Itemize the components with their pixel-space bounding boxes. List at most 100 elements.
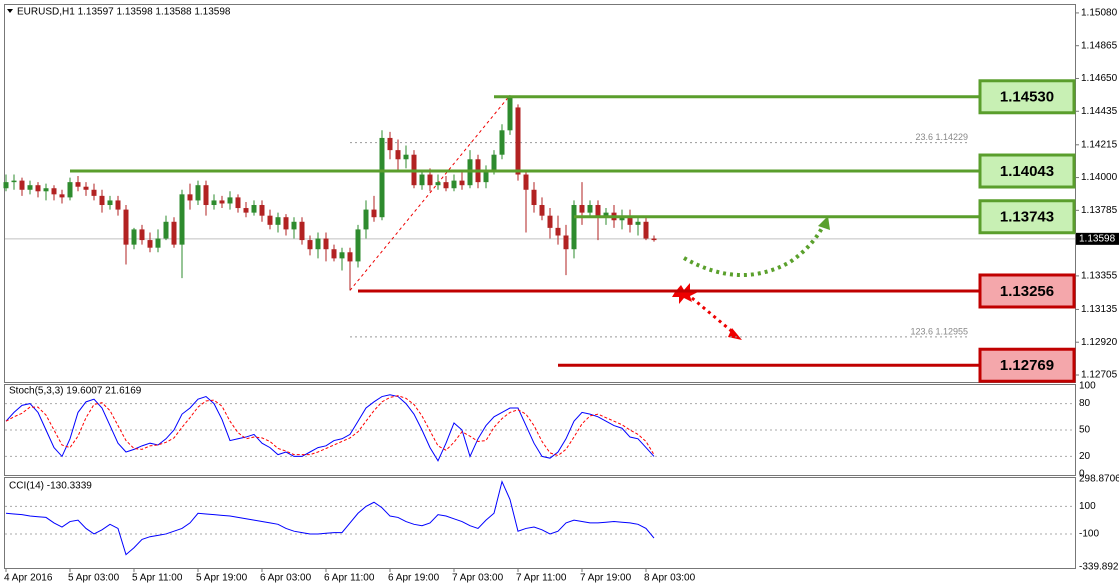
x-tick-label: 6 Apr 11:00	[324, 573, 375, 584]
y-tick-label: 1.12920	[1081, 337, 1118, 348]
fib-label: 23.6 1.14229	[915, 132, 968, 142]
candle-body	[131, 229, 137, 245]
candle-body	[331, 249, 337, 259]
y-tick-label: 80	[1079, 398, 1091, 409]
candle-body	[171, 221, 177, 245]
candle-body	[387, 137, 393, 151]
main-panel	[4, 4, 1076, 383]
up-arrow-head	[818, 216, 830, 230]
candle-body	[323, 238, 329, 250]
y-tick-label: 100	[1079, 381, 1096, 392]
candle-body	[451, 180, 457, 189]
candle-body	[75, 182, 81, 187]
candle-body	[483, 169, 489, 183]
y-tick-label: 1.14865	[1081, 40, 1118, 51]
candle-body	[3, 182, 9, 189]
candle-body	[507, 96, 513, 131]
level-box	[978, 199, 1076, 235]
candle-body	[499, 130, 505, 155]
down-arrow	[691, 296, 736, 336]
candle-body	[379, 137, 385, 218]
candle-body	[59, 194, 65, 198]
candle-body	[307, 240, 313, 250]
up-arrow	[683, 219, 828, 278]
candle-body	[403, 154, 409, 160]
x-tick-label: 5 Apr 11:00	[132, 573, 183, 584]
candle-body	[339, 252, 345, 259]
y-tick-label: 50	[1079, 425, 1091, 436]
candle-body	[491, 154, 497, 170]
chart-title: EURUSD,H1 1.13597 1.13598 1.13588 1.1359…	[17, 7, 231, 18]
candle-body	[435, 182, 441, 186]
stoch-panel	[4, 384, 1076, 476]
candle-body	[571, 205, 577, 250]
candle-body	[531, 189, 537, 206]
candle-body	[315, 238, 321, 250]
candle-body	[155, 238, 161, 248]
candle-body	[163, 221, 169, 239]
candle-body	[563, 235, 569, 250]
candle-body	[427, 174, 433, 186]
candle-body	[51, 188, 57, 195]
candle-body	[251, 205, 257, 213]
candle-body	[219, 200, 225, 204]
y-tick-label: -100	[1079, 529, 1099, 540]
y-tick-label: 1.13785	[1081, 205, 1118, 216]
candle-body	[587, 205, 593, 213]
candle-body	[515, 107, 521, 175]
y-tick-label: 1.14650	[1081, 73, 1118, 84]
x-tick-label: 6 Apr 19:00	[388, 573, 440, 584]
level-box	[978, 347, 1076, 383]
candle-body	[539, 205, 545, 216]
candle-body	[179, 194, 185, 245]
level-label: 1.14043	[1000, 163, 1054, 180]
last-price-label: 1.13598	[1079, 233, 1116, 244]
candle-body	[643, 221, 649, 239]
candle-body	[555, 227, 561, 236]
x-tick-label: 5 Apr 03:00	[68, 573, 120, 584]
candle-body	[347, 252, 353, 262]
x-tick-label: 5 Apr 19:00	[196, 573, 248, 584]
y-tick-label: 1.14215	[1081, 139, 1118, 150]
candle-body	[595, 205, 601, 218]
candle-body	[635, 221, 641, 225]
y-tick-label: 1.14435	[1081, 106, 1118, 117]
x-tick-label: 6 Apr 03:00	[260, 573, 312, 584]
x-tick-label: 7 Apr 11:00	[516, 573, 567, 584]
level-label: 1.13256	[1000, 283, 1054, 300]
candle-body	[19, 180, 25, 190]
x-tick-label: 8 Apr 03:00	[644, 573, 696, 584]
y-tick-label: 20	[1079, 451, 1091, 462]
candle-body	[547, 215, 553, 228]
candle-body	[67, 182, 73, 198]
y-tick-label: -339.8926	[1079, 562, 1119, 573]
candle-body	[443, 182, 449, 189]
indicator-line	[5, 395, 655, 457]
candle-body	[419, 174, 425, 186]
candle-body	[275, 217, 281, 225]
y-tick-label: 1.13135	[1081, 304, 1118, 315]
candle-body	[267, 215, 273, 225]
candle-body	[243, 208, 249, 213]
cci-title: CCI(14) -130.3339	[9, 481, 92, 492]
candle-body	[195, 185, 201, 201]
candle-body	[107, 200, 113, 206]
candle-body	[651, 238, 657, 241]
candle-body	[27, 185, 33, 190]
candle-body	[43, 188, 49, 192]
candle-body	[395, 150, 401, 160]
candle-body	[123, 209, 129, 245]
x-tick-label: 7 Apr 03:00	[452, 573, 504, 584]
candle-body	[115, 200, 121, 210]
candle-body	[291, 221, 297, 230]
y-tick-label: 298.8706	[1079, 474, 1119, 485]
y-tick-label: 1.15080	[1081, 8, 1118, 19]
candle-body	[187, 194, 193, 201]
candle-body	[139, 229, 145, 241]
level-box	[978, 273, 1076, 309]
candle-body	[459, 180, 465, 186]
x-tick-label: 4 Apr 2016	[4, 573, 53, 584]
stoch-title: Stoch(5,3,3) 19.6007 21.6169	[9, 386, 142, 397]
last-price-box	[1076, 232, 1119, 245]
candle-body	[227, 197, 233, 204]
